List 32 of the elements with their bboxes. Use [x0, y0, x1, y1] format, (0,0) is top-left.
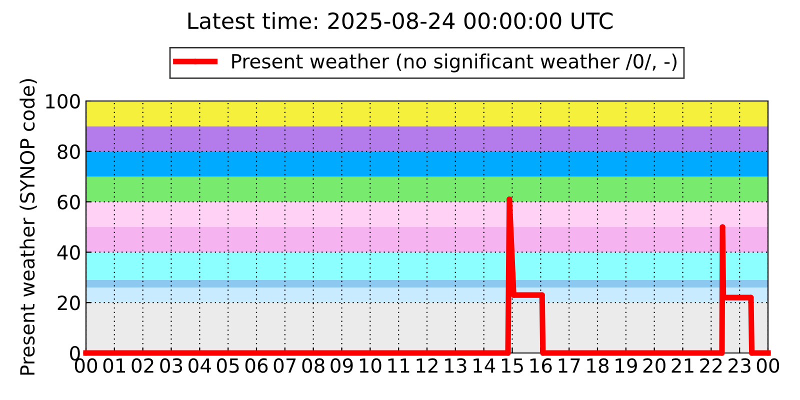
x-tick-label: 05	[216, 358, 239, 373]
x-tick-label: 00	[756, 358, 780, 373]
y-tick-label: 80	[58, 144, 80, 160]
y-tick-label: 60	[58, 194, 80, 210]
x-tick-label: 11	[388, 358, 410, 373]
x-tick-label: 22	[700, 358, 722, 373]
x-tick-label: 13	[445, 358, 466, 373]
x-tick-label: 08	[302, 358, 324, 373]
x-tick-label: 15	[502, 358, 523, 373]
x-tick-label: 12	[416, 358, 438, 373]
x-tick-label: 14	[474, 358, 496, 373]
legend-label: Present weather (no significant weather /0/, -)	[232, 54, 676, 72]
x-tick-label: 07	[274, 358, 296, 373]
y-tick-label: 100	[46, 94, 80, 109]
x-tick-label: 21	[672, 358, 694, 373]
x-tick-label: 10	[360, 358, 382, 373]
x-tick-label: 03	[160, 358, 182, 373]
x-tick-label: 18	[587, 358, 609, 373]
x-tick-label: 06	[245, 358, 268, 373]
x-tick-label: 02	[132, 358, 154, 373]
x-tick-label: 20	[643, 358, 666, 373]
x-tick-label: 16	[530, 358, 552, 373]
x-tick-label: 09	[330, 358, 353, 373]
chart-title: Latest time: 2025-08-24 00:00:00 UTC	[188, 12, 613, 30]
x-tick-label: 01	[103, 358, 125, 373]
x-tick-label: 23	[728, 358, 750, 373]
x-tick-label: 04	[188, 358, 211, 373]
x-tick-label: 19	[616, 358, 637, 373]
y-tick-label: 40	[57, 245, 80, 260]
y-tick-label: 20	[58, 296, 80, 310]
x-tick-label: 17	[558, 358, 580, 373]
y-axis-title: Present weather (SYNOP code)	[20, 79, 37, 375]
